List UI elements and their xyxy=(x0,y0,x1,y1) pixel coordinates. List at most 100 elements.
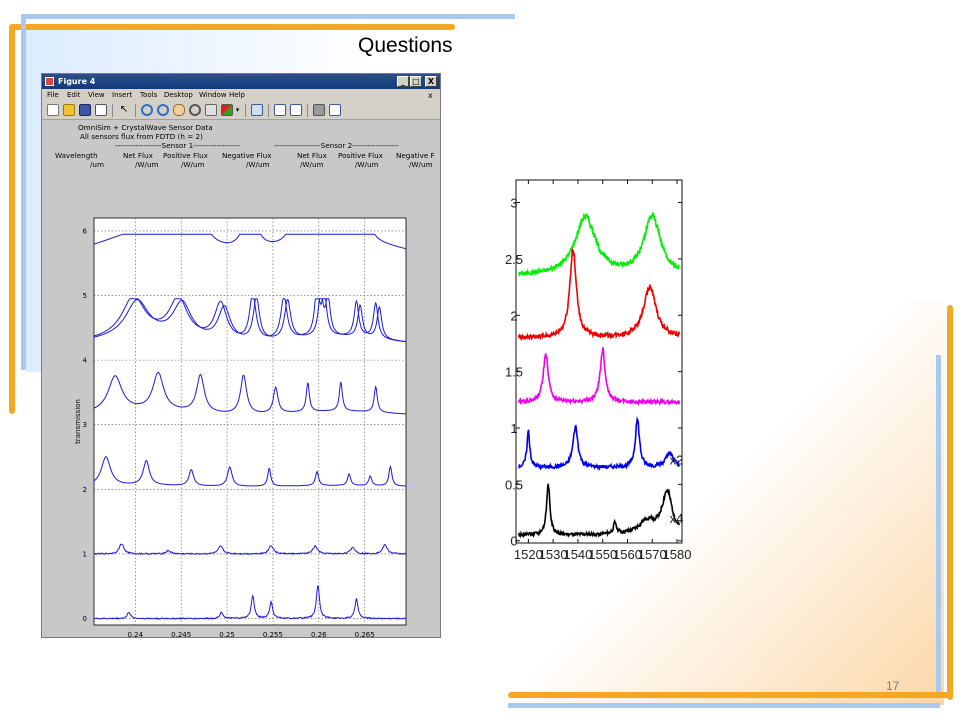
y-tick-label: 3 xyxy=(83,421,87,429)
header-line-2: All sensors flux from FDTD (h = 2) xyxy=(80,132,203,141)
spectrum-trace xyxy=(517,483,681,539)
show-plot-tools-icon[interactable] xyxy=(329,104,341,116)
transmission-chart: 0.240.2450.250.2550.260.2650123456u=a/la… xyxy=(74,217,407,637)
hide-plot-tools-icon[interactable] xyxy=(313,104,325,116)
y-axis-label: transmission xyxy=(74,399,82,444)
header-col-net-flux-1: Net Flux xyxy=(123,151,153,160)
y-tick-label: 0 xyxy=(83,615,87,623)
rotate-3d-icon[interactable] xyxy=(189,104,201,116)
brush-dropdown-icon[interactable]: ▾ xyxy=(235,106,240,114)
menubar-close-icon[interactable]: x xyxy=(428,91,433,100)
matlab-figure-icon xyxy=(45,77,54,86)
header-col-positive-flux-1-unit: /W/um xyxy=(181,160,205,169)
transmission-trace xyxy=(93,456,407,487)
menu-insert[interactable]: Insert xyxy=(112,91,133,99)
pan-hand-icon[interactable] xyxy=(173,104,185,116)
print-icon[interactable] xyxy=(95,104,107,116)
menu-file[interactable]: File xyxy=(47,91,59,99)
page-number: 17 xyxy=(886,679,900,693)
figure-canvas: OmniSim + CrystalWave Sensor Data All se… xyxy=(42,120,440,637)
maximize-button[interactable]: □ xyxy=(410,76,422,87)
y-tick-label: 5 xyxy=(83,292,87,300)
header-col-negative-flux-1: Negative Flux xyxy=(222,151,272,160)
spectrum-trace xyxy=(517,347,681,407)
figure-titlebar[interactable]: Figure 4 _ □ X xyxy=(42,74,440,89)
header-sensor-2: ------------------Sensor 2--------------… xyxy=(274,141,399,150)
transmission-trace xyxy=(93,371,406,415)
y-tick-label: 4 xyxy=(83,357,88,365)
minimize-button[interactable]: _ xyxy=(397,76,409,87)
frame-bar-left-blue xyxy=(21,14,26,370)
link-plot-icon[interactable] xyxy=(251,104,263,116)
new-figure-icon[interactable] xyxy=(47,104,59,116)
header-col-negative-flux-2: Negative F xyxy=(396,151,435,160)
toolbar-separator xyxy=(268,104,269,117)
edit-plot-arrow-icon[interactable]: ↖ xyxy=(119,104,129,115)
x-tick-label: 0.265 xyxy=(355,631,375,637)
menu-view[interactable]: View xyxy=(88,91,105,99)
spectrum-trace xyxy=(517,247,681,342)
close-button[interactable]: X xyxy=(425,76,437,87)
spectra-x-tick-label: 1550 xyxy=(588,547,617,562)
zoom-out-icon[interactable] xyxy=(157,104,169,116)
header-col-positive-flux-2: Positive Flux xyxy=(338,151,383,160)
spectra-x-tick-label: 1580 xyxy=(663,547,692,562)
frame-bar-top-orange xyxy=(10,24,455,30)
menu-tools[interactable]: Tools xyxy=(140,91,158,99)
y-tick-label: 1 xyxy=(83,550,87,558)
open-file-icon[interactable] xyxy=(63,104,75,116)
spectra-y-tick-label: 2.5 xyxy=(505,252,523,267)
menu-desktop[interactable]: Desktop xyxy=(164,91,193,99)
header-sensor-1: ------------------Sensor 1--------------… xyxy=(115,141,240,150)
frame-bar-right-orange xyxy=(947,305,953,700)
transmission-trace xyxy=(93,543,407,556)
header-col-net-flux-1-unit: /W/um xyxy=(135,160,159,169)
transmission-trace xyxy=(93,585,407,620)
header-line-1: OmniSim + CrystalWave Sensor Data xyxy=(78,123,213,132)
header-col-negative-flux-2-unit: /W/um xyxy=(409,160,433,169)
frame-bar-top-blue xyxy=(22,14,515,19)
figure-title: Figure 4 xyxy=(58,77,96,86)
spectra-y-tick-label: 3 xyxy=(510,196,517,211)
zoom-in-icon[interactable] xyxy=(141,104,153,116)
transmission-trace xyxy=(93,233,407,250)
insert-legend-icon[interactable] xyxy=(290,104,302,116)
spectra-x-tick-label: 1530 xyxy=(539,547,568,562)
save-icon[interactable] xyxy=(79,104,91,116)
spectra-y-tick-label: 0.5 xyxy=(505,477,523,492)
y-tick-label: 6 xyxy=(83,227,88,235)
menu-help[interactable]: Help xyxy=(229,91,245,99)
spectra-x-tick-label: 1570 xyxy=(638,547,667,562)
toolbar-separator xyxy=(135,104,136,117)
menu-edit[interactable]: Edit xyxy=(67,91,81,99)
figure-window: Figure 4 _ □ X File Edit View Insert Too… xyxy=(41,73,441,638)
frame-bar-right-blue xyxy=(936,355,941,695)
toolbar-separator xyxy=(307,104,308,117)
frame-bar-bottom-orange xyxy=(508,692,953,698)
spectra-y-tick-label: 1 xyxy=(510,421,517,436)
frame-bar-left-orange xyxy=(9,24,15,414)
brush-icon[interactable] xyxy=(221,104,233,116)
figure-menubar: File Edit View Insert Tools Desktop Wind… xyxy=(42,89,440,102)
transmission-trace xyxy=(93,298,406,343)
slide-title: Questions xyxy=(358,34,453,57)
menu-window[interactable]: Window xyxy=(199,91,227,99)
spectra-x-tick-label: 1560 xyxy=(613,547,642,562)
x-tick-label: 0.245 xyxy=(171,631,191,637)
x-tick-label: 0.24 xyxy=(127,631,143,637)
spectra-y-tick-label: 2 xyxy=(510,308,517,323)
wavelength-spectra-chart: 0 0.5 1 1.5 2 2.5 3 152015301540155015601570158… xyxy=(505,179,692,562)
header-col-positive-flux-1: Positive Flux xyxy=(163,151,208,160)
x-tick-label: 0.255 xyxy=(263,631,283,637)
insert-colorbar-icon[interactable] xyxy=(274,104,286,116)
spectra-y-tick-label: 0 xyxy=(510,534,517,549)
x-tick-label: 0.25 xyxy=(219,631,235,637)
spectra-x-tick-label: 1540 xyxy=(563,547,592,562)
header-col-net-flux-2: Net Flux xyxy=(297,151,327,160)
header-col-positive-flux-2-unit: /W/um xyxy=(355,160,379,169)
plot-area xyxy=(93,217,407,626)
data-cursor-icon[interactable] xyxy=(205,104,217,116)
header-col-wavelength: Wavelength xyxy=(55,151,98,160)
frame-bar-bottom-blue xyxy=(508,703,940,708)
toolbar-separator xyxy=(112,104,113,117)
